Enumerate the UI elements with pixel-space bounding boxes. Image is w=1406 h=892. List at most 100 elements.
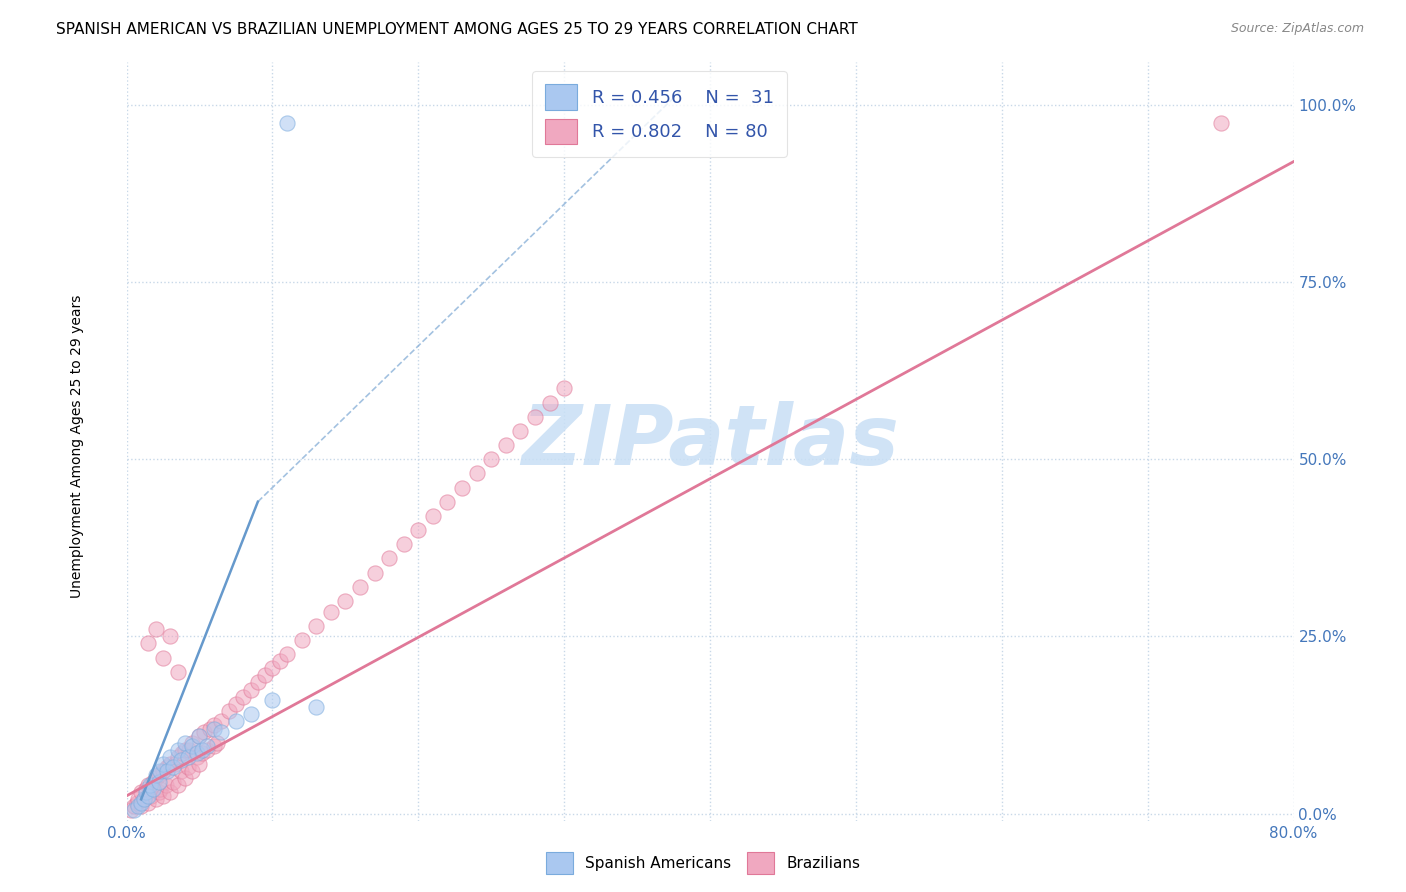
Point (191, 743, 214, 757)
Point (538, 395, 561, 409)
Point (169, 764, 191, 778)
Point (239, 707, 262, 722)
Point (149, 781, 172, 796)
Point (177, 760, 200, 774)
Point (141, 789, 163, 803)
Point (166, 778, 188, 792)
Point (205, 736, 228, 750)
Point (195, 739, 218, 754)
Text: Source: ZipAtlas.com: Source: ZipAtlas.com (1230, 22, 1364, 36)
Point (174, 771, 197, 785)
Point (139, 778, 162, 792)
Point (132, 792, 155, 806)
Point (159, 750, 181, 764)
Point (129, 796, 152, 810)
Point (202, 739, 225, 754)
Point (127, 792, 149, 806)
Point (218, 704, 240, 718)
Point (149, 764, 172, 778)
Point (145, 767, 167, 781)
Point (246, 675, 269, 690)
Point (363, 566, 385, 580)
Point (1209, 116, 1232, 130)
Legend: Spanish Americans, Brazilians: Spanish Americans, Brazilians (540, 846, 866, 880)
Point (145, 792, 167, 806)
Point (166, 665, 188, 679)
Point (129, 799, 152, 814)
Point (169, 753, 191, 767)
Point (451, 481, 474, 495)
Point (138, 778, 160, 792)
Point (152, 650, 174, 665)
Point (162, 760, 184, 774)
Point (166, 750, 188, 764)
Point (378, 551, 401, 566)
Point (509, 424, 531, 438)
Point (132, 792, 155, 806)
Point (162, 774, 184, 789)
Point (159, 756, 181, 771)
Point (148, 767, 170, 781)
Point (134, 781, 156, 796)
Point (209, 714, 232, 729)
Point (202, 718, 225, 732)
Point (174, 743, 197, 757)
Point (198, 722, 221, 736)
Point (152, 756, 174, 771)
Point (349, 580, 371, 594)
Point (191, 747, 214, 761)
Point (335, 594, 357, 608)
Point (422, 508, 444, 523)
Point (156, 764, 179, 778)
Point (145, 771, 167, 785)
Point (148, 785, 170, 799)
Point (553, 381, 575, 395)
Point (181, 764, 204, 778)
Point (319, 605, 342, 619)
Point (152, 789, 174, 803)
Text: ZIPatlas: ZIPatlas (522, 401, 898, 482)
Point (408, 523, 430, 537)
Point (159, 785, 181, 799)
Point (152, 764, 174, 778)
Point (254, 668, 277, 682)
Point (276, 647, 298, 661)
Legend: R = 0.456    N =  31, R = 0.802    N = 80: R = 0.456 N = 31, R = 0.802 N = 80 (533, 71, 786, 157)
Point (142, 781, 165, 796)
Point (125, 796, 148, 810)
Point (145, 623, 167, 637)
Point (465, 467, 488, 481)
Point (134, 785, 156, 799)
Point (209, 725, 232, 739)
Point (436, 495, 458, 509)
Point (305, 619, 328, 633)
Point (186, 747, 208, 761)
Point (188, 729, 211, 743)
Point (156, 760, 179, 774)
Point (188, 756, 211, 771)
Point (138, 636, 160, 650)
Point (181, 739, 204, 754)
Point (122, 803, 145, 817)
Point (193, 725, 215, 739)
Point (392, 537, 415, 551)
Point (232, 690, 254, 704)
Point (262, 693, 284, 707)
Point (129, 785, 152, 799)
Point (186, 750, 208, 764)
Point (195, 743, 218, 757)
Point (127, 799, 149, 814)
Point (225, 714, 247, 729)
Point (166, 743, 188, 757)
Point (163, 756, 186, 771)
Text: Unemployment Among Ages 25 to 29 years: Unemployment Among Ages 25 to 29 years (70, 294, 84, 598)
Point (262, 661, 284, 675)
Point (276, 116, 298, 130)
Point (177, 750, 200, 764)
Text: SPANISH AMERICAN VS BRAZILIAN UNEMPLOYMENT AMONG AGES 25 TO 29 YEARS CORRELATION: SPANISH AMERICAN VS BRAZILIAN UNEMPLOYME… (56, 22, 858, 37)
Point (155, 778, 177, 792)
Point (148, 774, 170, 789)
Point (202, 722, 225, 736)
Point (138, 789, 160, 803)
Point (122, 799, 145, 814)
